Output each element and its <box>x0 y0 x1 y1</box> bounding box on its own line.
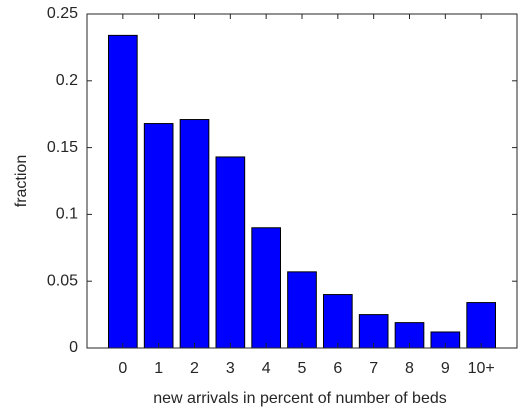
bar <box>358 314 389 349</box>
bar <box>466 302 497 349</box>
bar <box>108 34 138 349</box>
x-axis-label: new arrivals in percent of number of bed… <box>153 390 446 407</box>
axes-box <box>86 13 518 349</box>
x-tick-label: 5 <box>298 360 307 377</box>
x-tick-label: 3 <box>226 360 235 377</box>
y-tick-label: 0.25 <box>47 5 78 22</box>
x-tick-label: 6 <box>333 360 342 377</box>
y-tick-label: 0.15 <box>47 139 78 156</box>
y-tick-label: 0.2 <box>56 72 78 89</box>
bar <box>287 271 317 349</box>
x-tick-label: 2 <box>190 360 199 377</box>
bar <box>251 227 281 349</box>
bar <box>215 156 246 349</box>
y-tick-label: 0.05 <box>47 272 78 289</box>
x-tick-label: 1 <box>154 360 163 377</box>
x-tick-label: 7 <box>369 360 378 377</box>
x-tick-label: 4 <box>262 360 271 377</box>
x-tick-label: 0 <box>118 360 127 377</box>
x-tick-label: 10+ <box>468 360 495 377</box>
y-tick-label: 0.1 <box>56 206 78 223</box>
y-tick-label: 0 <box>69 339 78 356</box>
bar <box>179 119 210 349</box>
y-axis-label: fraction <box>13 155 30 207</box>
bar <box>143 123 174 349</box>
x-tick-label: 9 <box>441 360 450 377</box>
x-tick-label: 8 <box>405 360 414 377</box>
bar <box>323 294 353 349</box>
